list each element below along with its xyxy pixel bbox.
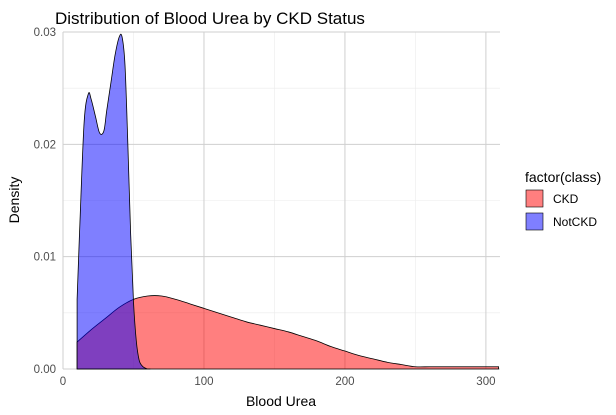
legend-key-notckd <box>525 212 544 231</box>
x-tick-label: 300 <box>476 376 495 388</box>
y-axis-title: Density <box>6 177 22 224</box>
chart-title: Distribution of Blood Urea by CKD Status <box>55 9 365 28</box>
y-tick-label: 0.02 <box>34 139 56 151</box>
x-tick-label: 200 <box>335 376 354 388</box>
x-axis-title: Blood Urea <box>246 393 316 409</box>
x-tick-label: 0 <box>60 376 66 388</box>
legend: factor(class) CKD NotCKD <box>525 169 601 231</box>
density-area-ckd <box>76 295 499 370</box>
x-tick-label: 100 <box>194 376 213 388</box>
y-tick-label: 0.01 <box>34 252 56 264</box>
density-area-notckd <box>76 33 151 370</box>
legend-title: factor(class) <box>525 169 601 185</box>
legend-label: CKD <box>553 192 579 206</box>
density-areas <box>76 33 499 370</box>
x-axis-ticks: 0 100 200 300 <box>60 376 496 388</box>
legend-label: NotCKD <box>553 215 597 229</box>
legend-key-ckd <box>525 189 544 208</box>
y-tick-label: 0.00 <box>34 364 56 376</box>
y-axis-ticks: 0.00 0.01 0.02 0.03 <box>34 27 56 376</box>
y-tick-label: 0.03 <box>34 27 56 39</box>
